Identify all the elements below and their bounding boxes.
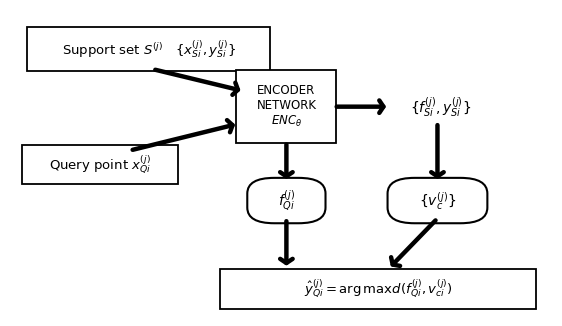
FancyBboxPatch shape [22,145,179,184]
Text: Support set $S^{(j)}$   $\{x_{Si}^{(j)},y_{Si}^{(j)}\}$: Support set $S^{(j)}$ $\{x_{Si}^{(j)},y_… [62,38,236,60]
FancyBboxPatch shape [220,269,536,309]
FancyBboxPatch shape [388,178,487,223]
Text: $\{f_{Si}^{(j)},y_{Si}^{(j)}\}$: $\{f_{Si}^{(j)},y_{Si}^{(j)}\}$ [410,95,471,119]
FancyBboxPatch shape [28,27,270,71]
FancyBboxPatch shape [237,70,336,143]
Text: $f_{Qi}^{(j)}$: $f_{Qi}^{(j)}$ [278,188,295,213]
Text: ENCODER
NETWORK
$ENC_{\theta}$: ENCODER NETWORK $ENC_{\theta}$ [256,84,316,129]
Text: $\hat{y}_{Qi}^{(j)} = \arg\max d(f_{Qi}^{(j)},v_{ci}^{(j)})$: $\hat{y}_{Qi}^{(j)} = \arg\max d(f_{Qi}^… [304,278,452,300]
Text: $\{v_c^{(j)}\}$: $\{v_c^{(j)}\}$ [419,190,456,212]
FancyBboxPatch shape [247,178,325,223]
Text: Query point $x_{Qi}^{(j)}$: Query point $x_{Qi}^{(j)}$ [49,154,151,176]
